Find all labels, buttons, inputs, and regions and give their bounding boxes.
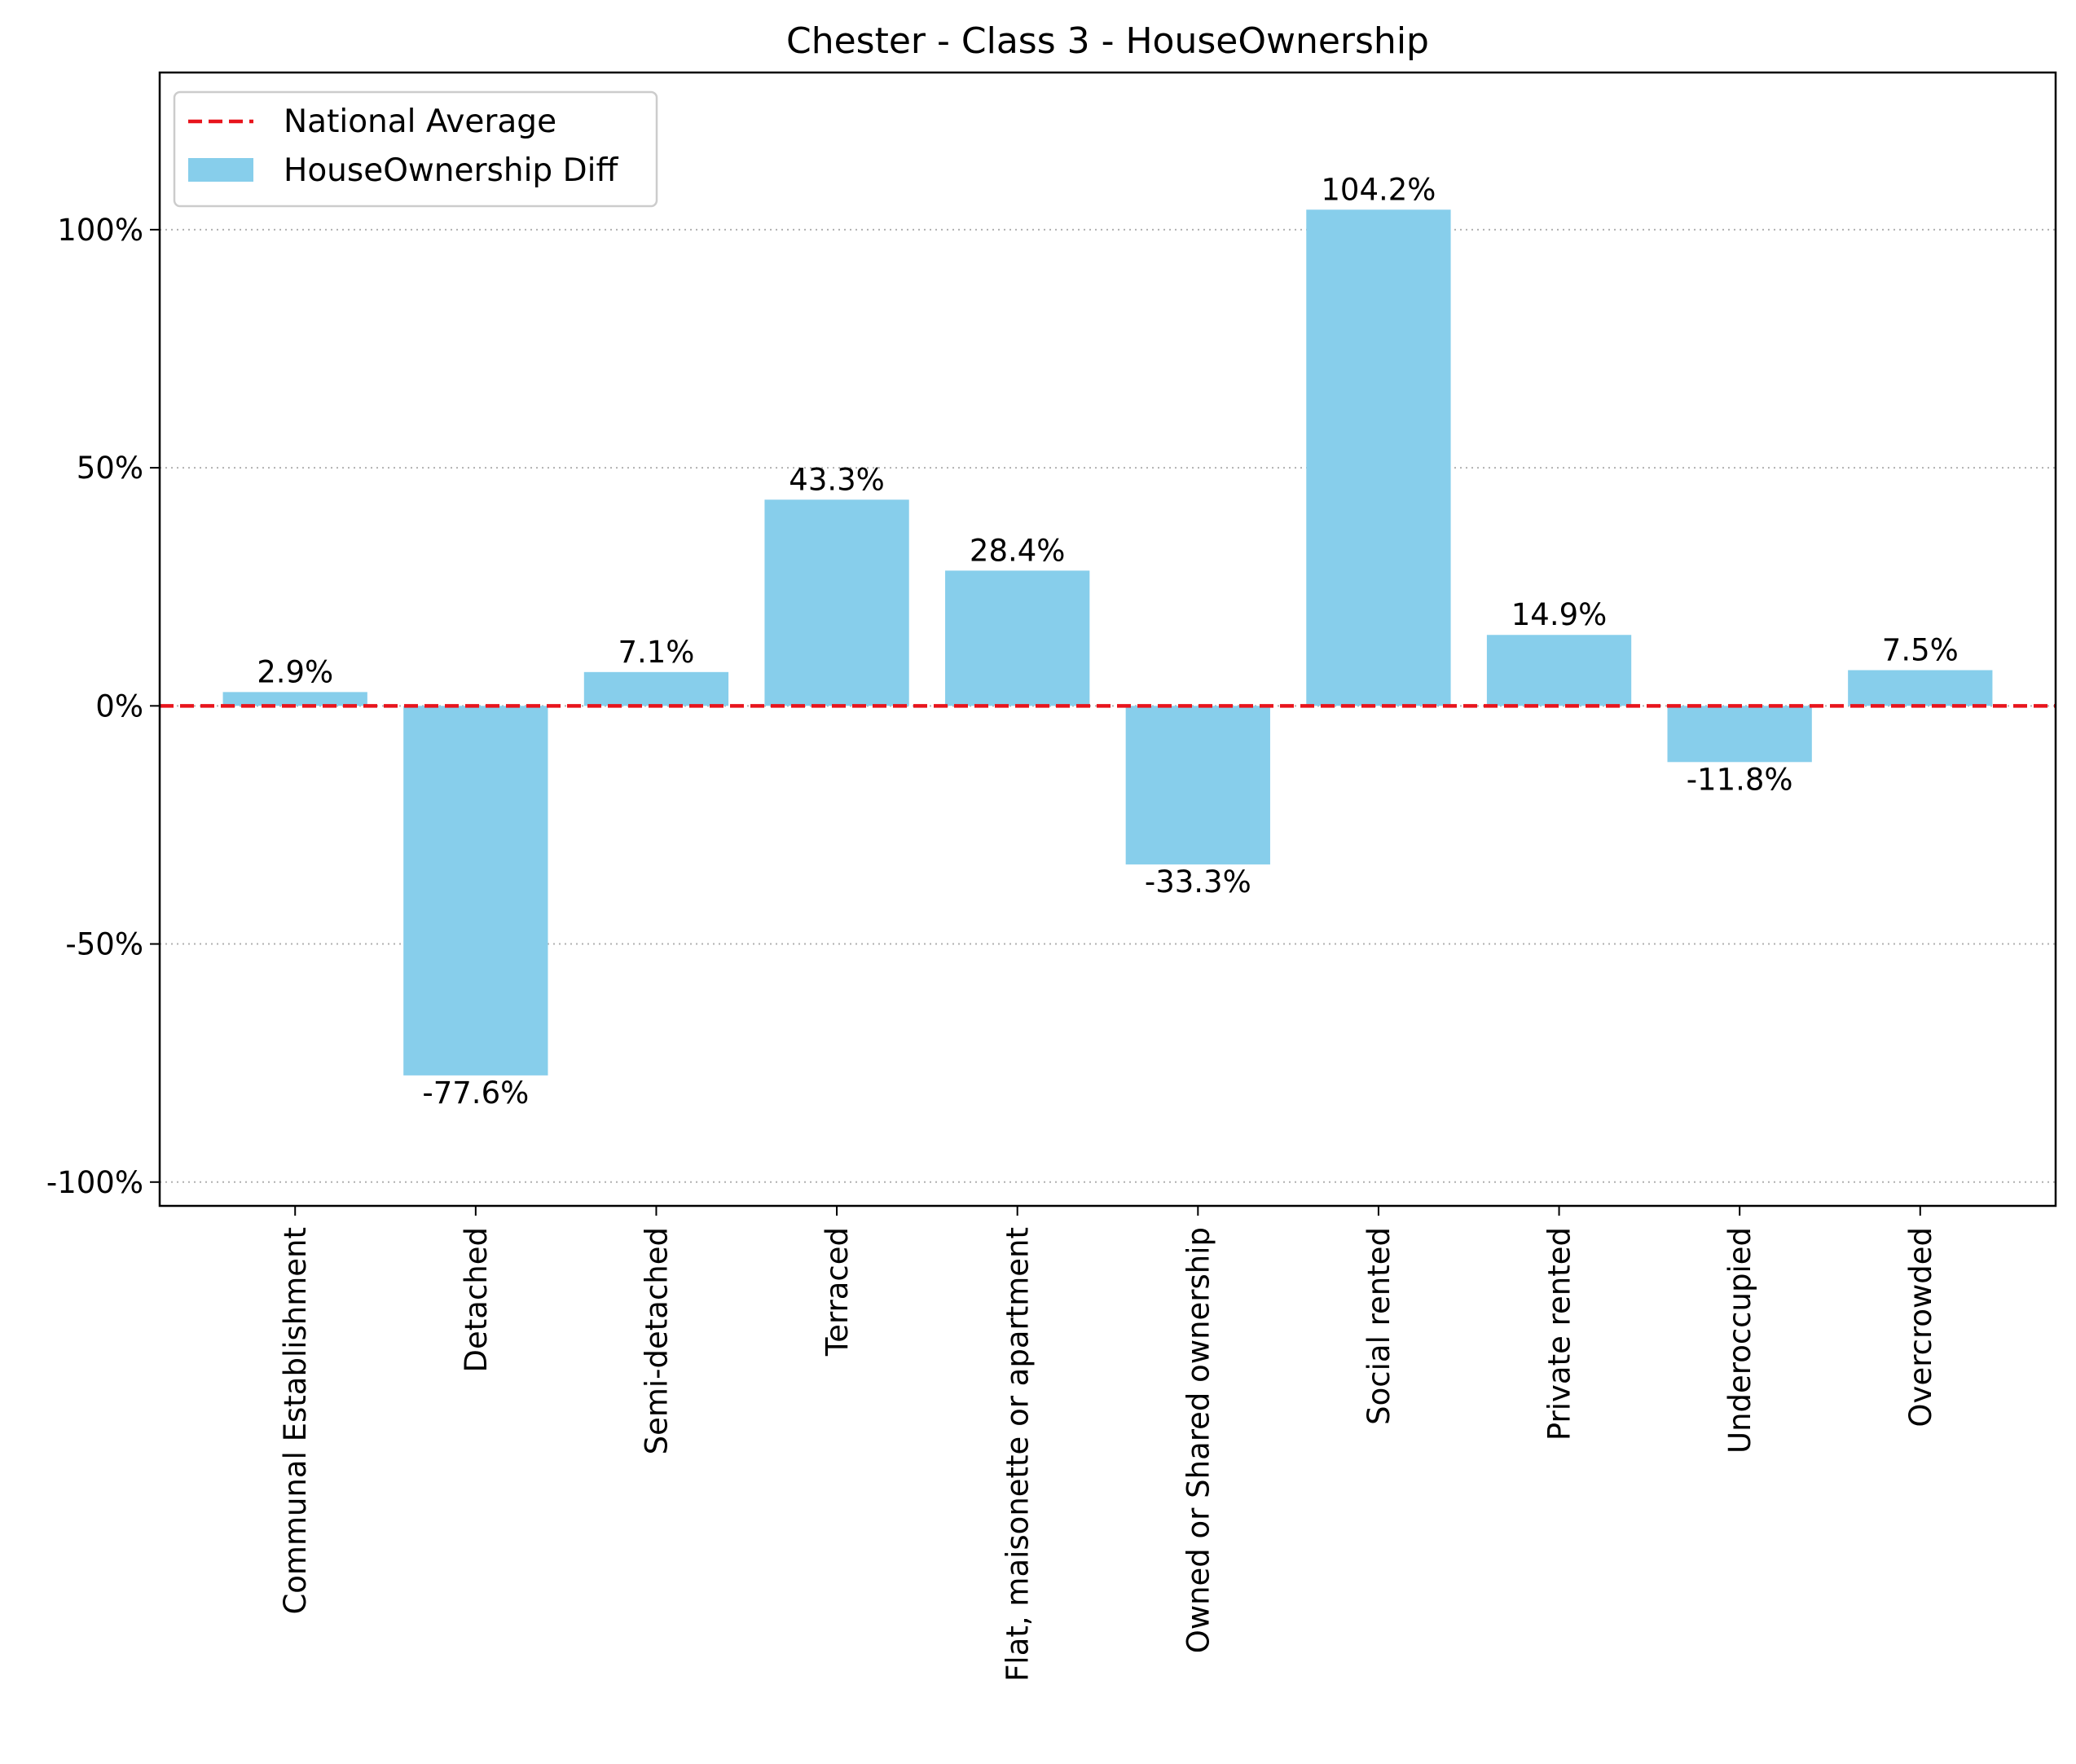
bar bbox=[403, 706, 548, 1076]
bar bbox=[764, 499, 909, 706]
bars bbox=[222, 209, 1993, 1076]
bar-value-label: -33.3% bbox=[1145, 864, 1251, 900]
x-tick-label: Social rented bbox=[1361, 1227, 1396, 1425]
bar bbox=[222, 692, 367, 706]
axes: -100% -50% 0% 50% 100% Communal Establishment… bbox=[46, 71, 2057, 1682]
bar bbox=[1486, 635, 1632, 706]
bar bbox=[1125, 706, 1270, 864]
y-tick-label: 0% bbox=[95, 688, 143, 724]
bar-value-label: 7.1% bbox=[618, 635, 694, 670]
x-tick-label: Terraced bbox=[820, 1227, 855, 1357]
x-tick-label: Private rented bbox=[1542, 1227, 1577, 1441]
bar-value-label: 43.3% bbox=[789, 462, 885, 497]
x-tick-label: Flat, maisonette or apartment bbox=[1001, 1227, 1036, 1682]
x-tick-label: Underoccupied bbox=[1722, 1227, 1757, 1454]
x-tick-label: Owned or Shared ownership bbox=[1181, 1227, 1216, 1653]
bar-value-label: 104.2% bbox=[1321, 172, 1436, 207]
bar bbox=[945, 570, 1090, 706]
bar-value-label: 2.9% bbox=[257, 654, 333, 689]
x-tick-label: Overcrowded bbox=[1903, 1227, 1938, 1427]
legend-box bbox=[173, 90, 658, 208]
bar bbox=[1306, 209, 1451, 706]
plot-frame bbox=[158, 71, 2057, 1208]
y-tick-label: 50% bbox=[77, 451, 143, 486]
x-tick-label: Detached bbox=[459, 1227, 494, 1372]
bar-value-label: 14.9% bbox=[1511, 597, 1608, 632]
y-tick-label: 100% bbox=[57, 213, 143, 248]
legend-label-national-average: National Average bbox=[284, 103, 556, 140]
bar-value-label: 28.4% bbox=[970, 533, 1066, 568]
bar bbox=[1848, 670, 1993, 706]
value-labels: 2.9% -77.6% 7.1% 43.3% 28.4% -33.3% 104.2% 14.9… bbox=[257, 172, 1959, 1111]
y-tick-label: -100% bbox=[46, 1165, 143, 1200]
bar-value-label: -77.6% bbox=[422, 1076, 529, 1111]
legend[interactable]: National Average HouseOwnership Diff bbox=[173, 90, 658, 208]
y-tick-label: -50% bbox=[65, 927, 143, 962]
bar-value-label: -11.8% bbox=[1687, 762, 1793, 797]
legend-label-houseownership-diff: HouseOwnership Diff bbox=[284, 152, 618, 189]
bar bbox=[1667, 706, 1812, 763]
bar bbox=[583, 671, 729, 706]
legend-bar-swatch bbox=[188, 158, 253, 182]
bar-value-label: 7.5% bbox=[1882, 632, 1959, 667]
chart-title: Chester - Class 3 - HouseOwnership bbox=[786, 20, 1429, 62]
x-tick-label: Semi-detached bbox=[639, 1227, 674, 1454]
x-tick-label: Communal Establishment bbox=[278, 1227, 313, 1615]
